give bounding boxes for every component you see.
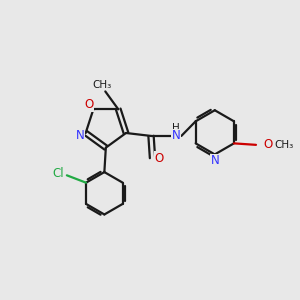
Text: N: N: [210, 154, 219, 167]
Text: N: N: [172, 129, 181, 142]
Text: H: H: [172, 123, 180, 133]
Text: N: N: [76, 129, 85, 142]
Text: Cl: Cl: [53, 167, 64, 180]
Text: O: O: [84, 98, 94, 111]
Text: CH₃: CH₃: [92, 80, 111, 90]
Text: O: O: [154, 152, 164, 164]
Text: CH₃: CH₃: [274, 140, 294, 150]
Text: O: O: [263, 138, 272, 151]
